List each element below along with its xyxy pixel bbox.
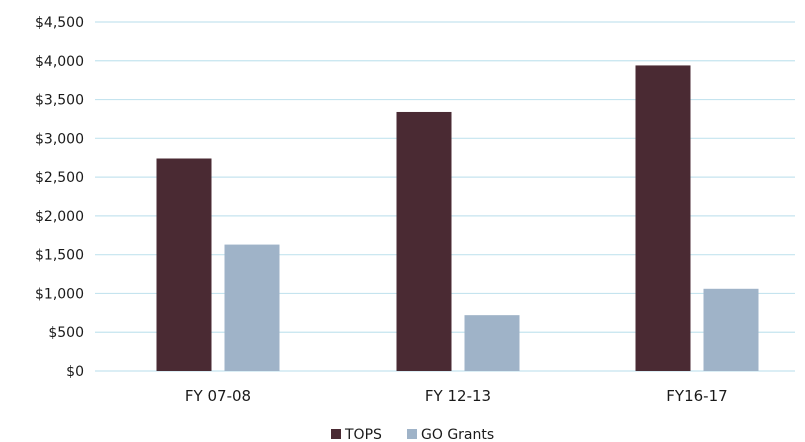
legend-swatch (331, 429, 341, 439)
bar-go-grants (703, 288, 759, 371)
x-axis-tick-labels: FY 07-08 FY 12-13 FY16-17 (185, 387, 728, 405)
y-axis-tick-labels: $0 $500 $1,000 $1,500 $2,000 $2,500 $3,000 $3,5… (35, 15, 84, 380)
y-tick-label: $3,500 (35, 93, 84, 109)
y-tick-label: $0 (66, 364, 84, 380)
bar-tops (156, 158, 212, 371)
legend-label: GO Grants (421, 427, 494, 442)
y-tick-label: $1,500 (35, 248, 84, 264)
y-tick-label: $1,000 (35, 286, 84, 302)
legend: TOPS GO Grants (331, 427, 494, 442)
legend-label: TOPS (344, 427, 382, 442)
x-tick-label: FY 12-13 (425, 387, 491, 405)
y-tick-label: $4,000 (35, 54, 84, 70)
y-tick-label: $500 (48, 325, 84, 341)
y-tick-label: $2,500 (35, 170, 84, 186)
bar-tops (635, 65, 691, 371)
bars (156, 65, 759, 371)
legend-swatch (407, 429, 417, 439)
x-tick-label: FY16-17 (666, 387, 727, 405)
bar-tops (396, 111, 452, 371)
bar-go-grants (224, 244, 280, 371)
bar-go-grants (464, 315, 520, 371)
x-tick-label: FY 07-08 (185, 387, 251, 405)
y-tick-label: $2,000 (35, 209, 84, 225)
y-tick-label: $4,500 (35, 15, 84, 31)
y-tick-label: $3,000 (35, 131, 84, 147)
